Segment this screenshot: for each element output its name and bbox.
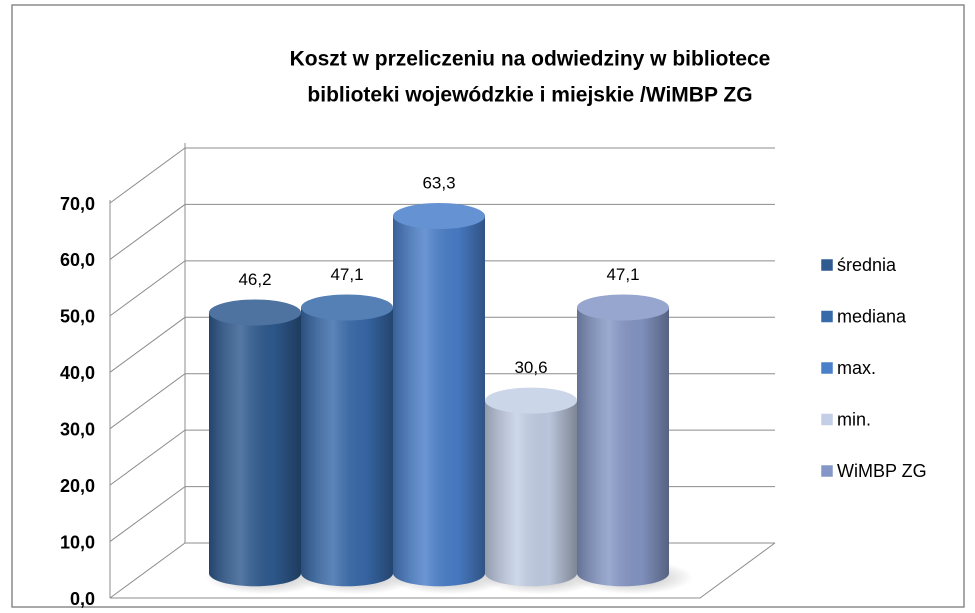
bar-top <box>485 387 577 414</box>
y-tick-label: 10,0 <box>60 532 95 552</box>
bar-shading <box>209 312 301 587</box>
legend-swatch <box>820 413 834 426</box>
bar-shading <box>393 216 485 587</box>
bar-shading <box>485 400 577 587</box>
y-tick-label: 60,0 <box>60 250 95 270</box>
grid-line <box>109 203 775 260</box>
bar-top <box>577 294 669 321</box>
y-tick-label: 70,0 <box>60 194 95 214</box>
bar-top-highlight <box>393 203 485 230</box>
bar-top <box>393 203 485 230</box>
y-tick-label: 20,0 <box>60 476 95 496</box>
y-tick-label: 40,0 <box>60 363 95 383</box>
legend-swatch <box>820 310 834 323</box>
bar-top-highlight <box>485 387 577 414</box>
value-label: 47,1 <box>330 265 363 284</box>
legend-swatch <box>820 258 834 272</box>
legend-label: min. <box>837 409 871 429</box>
bar-top-highlight <box>301 294 393 321</box>
bar-shading <box>577 307 669 587</box>
legend-label: WiMBP ZG <box>837 461 927 481</box>
legend-swatch <box>820 361 834 375</box>
legend-label: mediana <box>837 306 907 326</box>
chart-title: biblioteki wojewódzkie i miejskie /WiMBP… <box>307 84 752 107</box>
bar-shading <box>301 307 393 587</box>
floor-edge <box>110 542 776 599</box>
value-label: 47,1 <box>606 265 639 284</box>
y-tick-label: 0,0 <box>70 589 95 609</box>
value-label: 63,3 <box>422 174 455 193</box>
bar-top-highlight <box>577 294 669 321</box>
bar-top-highlight <box>209 299 301 326</box>
y-tick-label: 50,0 <box>60 307 95 327</box>
legend-swatch <box>820 464 834 478</box>
bar-top <box>209 299 301 326</box>
value-label: 46,2 <box>238 270 271 289</box>
grid-line <box>109 260 775 317</box>
value-label: 30,6 <box>514 358 547 377</box>
chart-title: Koszt w przeliczeniu na odwiedziny w bib… <box>290 48 771 71</box>
y-tick-label: 30,0 <box>60 419 95 439</box>
grid-line <box>109 147 775 204</box>
bar-top <box>301 294 393 321</box>
legend-label: średnia <box>837 255 897 275</box>
legend-label: max. <box>837 358 876 378</box>
